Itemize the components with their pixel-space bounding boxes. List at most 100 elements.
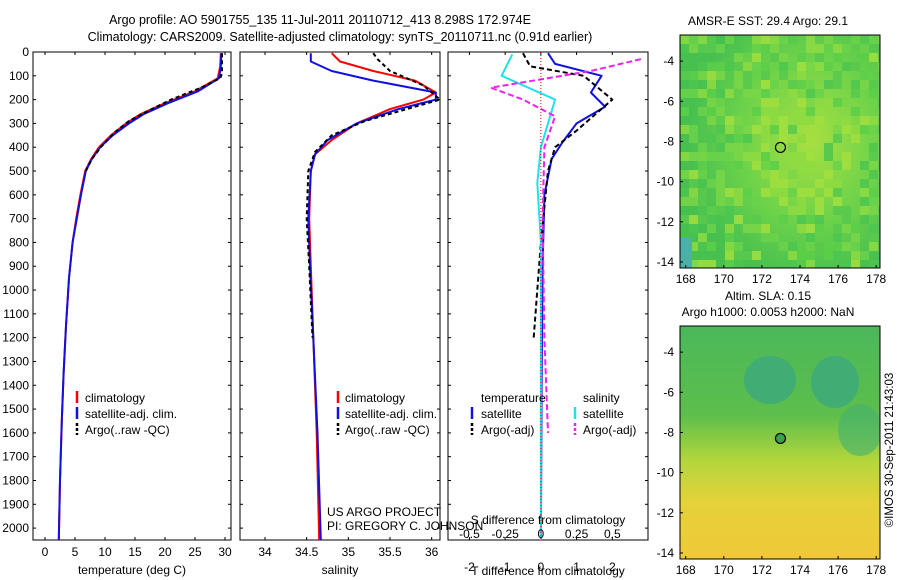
sst-cell [689, 179, 698, 188]
sst-cell [680, 107, 689, 116]
legend-label-argo: Argo(..raw -QC) [85, 423, 170, 437]
sst-cell [761, 107, 770, 116]
sst-cell [689, 197, 698, 206]
sst-cell [707, 44, 716, 53]
sst-cell [797, 71, 806, 80]
sst-cell [779, 260, 788, 268]
sst-cell [860, 116, 869, 125]
legend-title-salinity: salinity [583, 391, 620, 405]
sla-map-title: Altim. SLA: 0.15 [725, 289, 811, 303]
sst-cell [761, 35, 770, 44]
sst-cell [725, 134, 734, 143]
sst-cell [761, 98, 770, 107]
sst-cell [797, 116, 806, 125]
sst-cell [707, 116, 716, 125]
sst-cell [770, 107, 779, 116]
map-y-tick-label: -10 [657, 466, 675, 480]
sst-cell [752, 161, 761, 170]
map-x-tick-label: 174 [790, 272, 810, 286]
sst-cell [878, 242, 880, 251]
sst-cell [752, 107, 761, 116]
s-tick-label: 0 [538, 527, 545, 541]
sst-cell [842, 44, 851, 53]
sst-cell [734, 188, 743, 197]
sst-cell [743, 80, 752, 89]
sst-cell [842, 125, 851, 134]
map-x-tick-label: 178 [866, 272, 886, 286]
x-tick-label: -1 [500, 560, 511, 574]
sst-cell [716, 98, 725, 107]
sst-cell [734, 215, 743, 224]
sst-cell [869, 116, 878, 125]
sst-cell [806, 80, 815, 89]
sst-cell [689, 188, 698, 197]
sst-cell [689, 71, 698, 80]
sst-cell [860, 80, 869, 89]
sst-cell [815, 224, 824, 233]
sst-cell [698, 71, 707, 80]
temperature-legend: climatology satellite-adj. clim. Argo(..… [75, 391, 177, 437]
x-tick-label: 25 [188, 545, 202, 559]
sst-cell [806, 233, 815, 242]
depth-tick-label: 300 [9, 116, 29, 130]
sst-cell [680, 35, 689, 44]
sst-cell [707, 134, 716, 143]
sst-cell [707, 152, 716, 161]
sst-cell [761, 134, 770, 143]
sst-cell [743, 170, 752, 179]
map-x-tick-label: 174 [790, 563, 810, 577]
sst-cell [815, 44, 824, 53]
sst-cell [734, 152, 743, 161]
series-temperature-satellite [539, 52, 607, 540]
depth-tick-label: 800 [9, 235, 29, 249]
sst-cell [680, 71, 689, 80]
sst-cell [770, 62, 779, 71]
sst-cell [707, 35, 716, 44]
sst-cell [716, 44, 725, 53]
sst-cell [842, 116, 851, 125]
x-tick-label: 1 [573, 560, 580, 574]
sst-cell [698, 197, 707, 206]
sst-cell [806, 44, 815, 53]
sst-cell [752, 44, 761, 53]
sst-cell [806, 260, 815, 268]
sst-cell [725, 197, 734, 206]
map-x-tick-label: 168 [676, 272, 696, 286]
sst-cell [833, 98, 842, 107]
sst-cell [788, 242, 797, 251]
sst-cell [869, 242, 878, 251]
sst-cell [734, 197, 743, 206]
sst-cell [725, 71, 734, 80]
sst-cell [824, 35, 833, 44]
sst-cell [752, 53, 761, 62]
sst-cell [725, 188, 734, 197]
sst-cell [788, 62, 797, 71]
sst-cell [833, 242, 842, 251]
sst-cell [734, 251, 743, 260]
sst-cell [806, 89, 815, 98]
sst-cell [689, 125, 698, 134]
sst-cell [734, 242, 743, 251]
sst-cell [725, 251, 734, 260]
sst-cell [788, 260, 797, 268]
s-tick-label: -0.5 [459, 527, 480, 541]
sst-cell [851, 62, 860, 71]
map-y-tick-label: -14 [657, 546, 675, 560]
sst-cell [770, 125, 779, 134]
series-climatology [57, 53, 222, 540]
sst-cell [833, 80, 842, 89]
sst-cell [806, 62, 815, 71]
sst-cell [824, 98, 833, 107]
sst-cell [869, 161, 878, 170]
argo-location-marker [774, 141, 787, 154]
s-tick-label: 0.5 [604, 527, 621, 541]
sst-cell [779, 134, 788, 143]
sst-cell [716, 206, 725, 215]
sst-cell [680, 89, 689, 98]
sla-map-axes: 168 170 172 174 176 178 -4 -6 -8 -10 -12 -14 [657, 345, 887, 577]
sst-cell [806, 125, 815, 134]
sst-cell [743, 188, 752, 197]
sst-cell [833, 206, 842, 215]
sst-cell [770, 170, 779, 179]
sst-cell [797, 98, 806, 107]
